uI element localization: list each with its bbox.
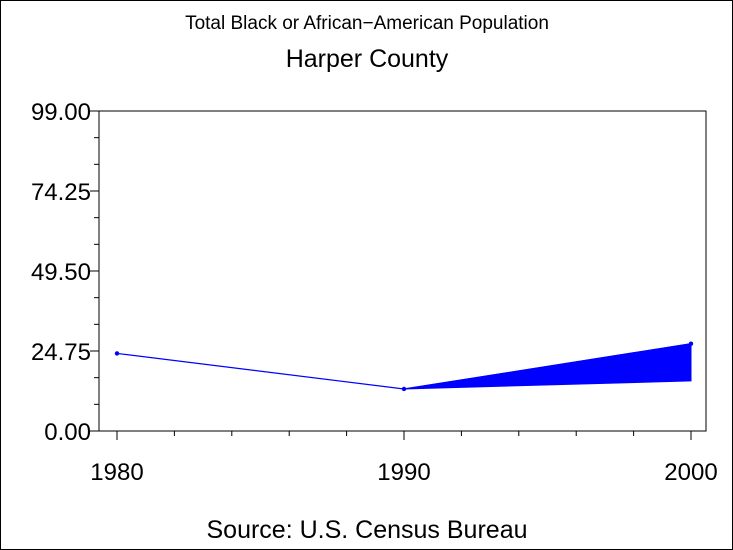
x-axis: 1980 1990 2000 xyxy=(90,431,718,486)
y-tick-label: 24.75 xyxy=(31,339,91,366)
y-tick-label: 49.50 xyxy=(31,259,91,286)
x-tick-label: 1980 xyxy=(90,459,143,486)
series-layer xyxy=(114,341,694,392)
chart-subtitle: Harper County xyxy=(286,45,449,73)
data-point xyxy=(401,386,407,392)
y-axis: 0.00 24.75 49.50 74.25 99.00 xyxy=(31,99,99,446)
y-tick-label: 74.25 xyxy=(31,179,91,206)
x-tick-label: 1990 xyxy=(377,459,430,486)
chart-footnote: Source: U.S. Census Bureau xyxy=(207,516,528,544)
data-point xyxy=(688,341,694,346)
y-tick-label: 0.00 xyxy=(44,419,91,446)
x-tick-label: 2000 xyxy=(664,459,717,486)
data-point xyxy=(114,351,120,356)
chart-title: Total Black or African−American Populati… xyxy=(185,13,549,34)
y-tick-label: 99.00 xyxy=(31,99,91,126)
